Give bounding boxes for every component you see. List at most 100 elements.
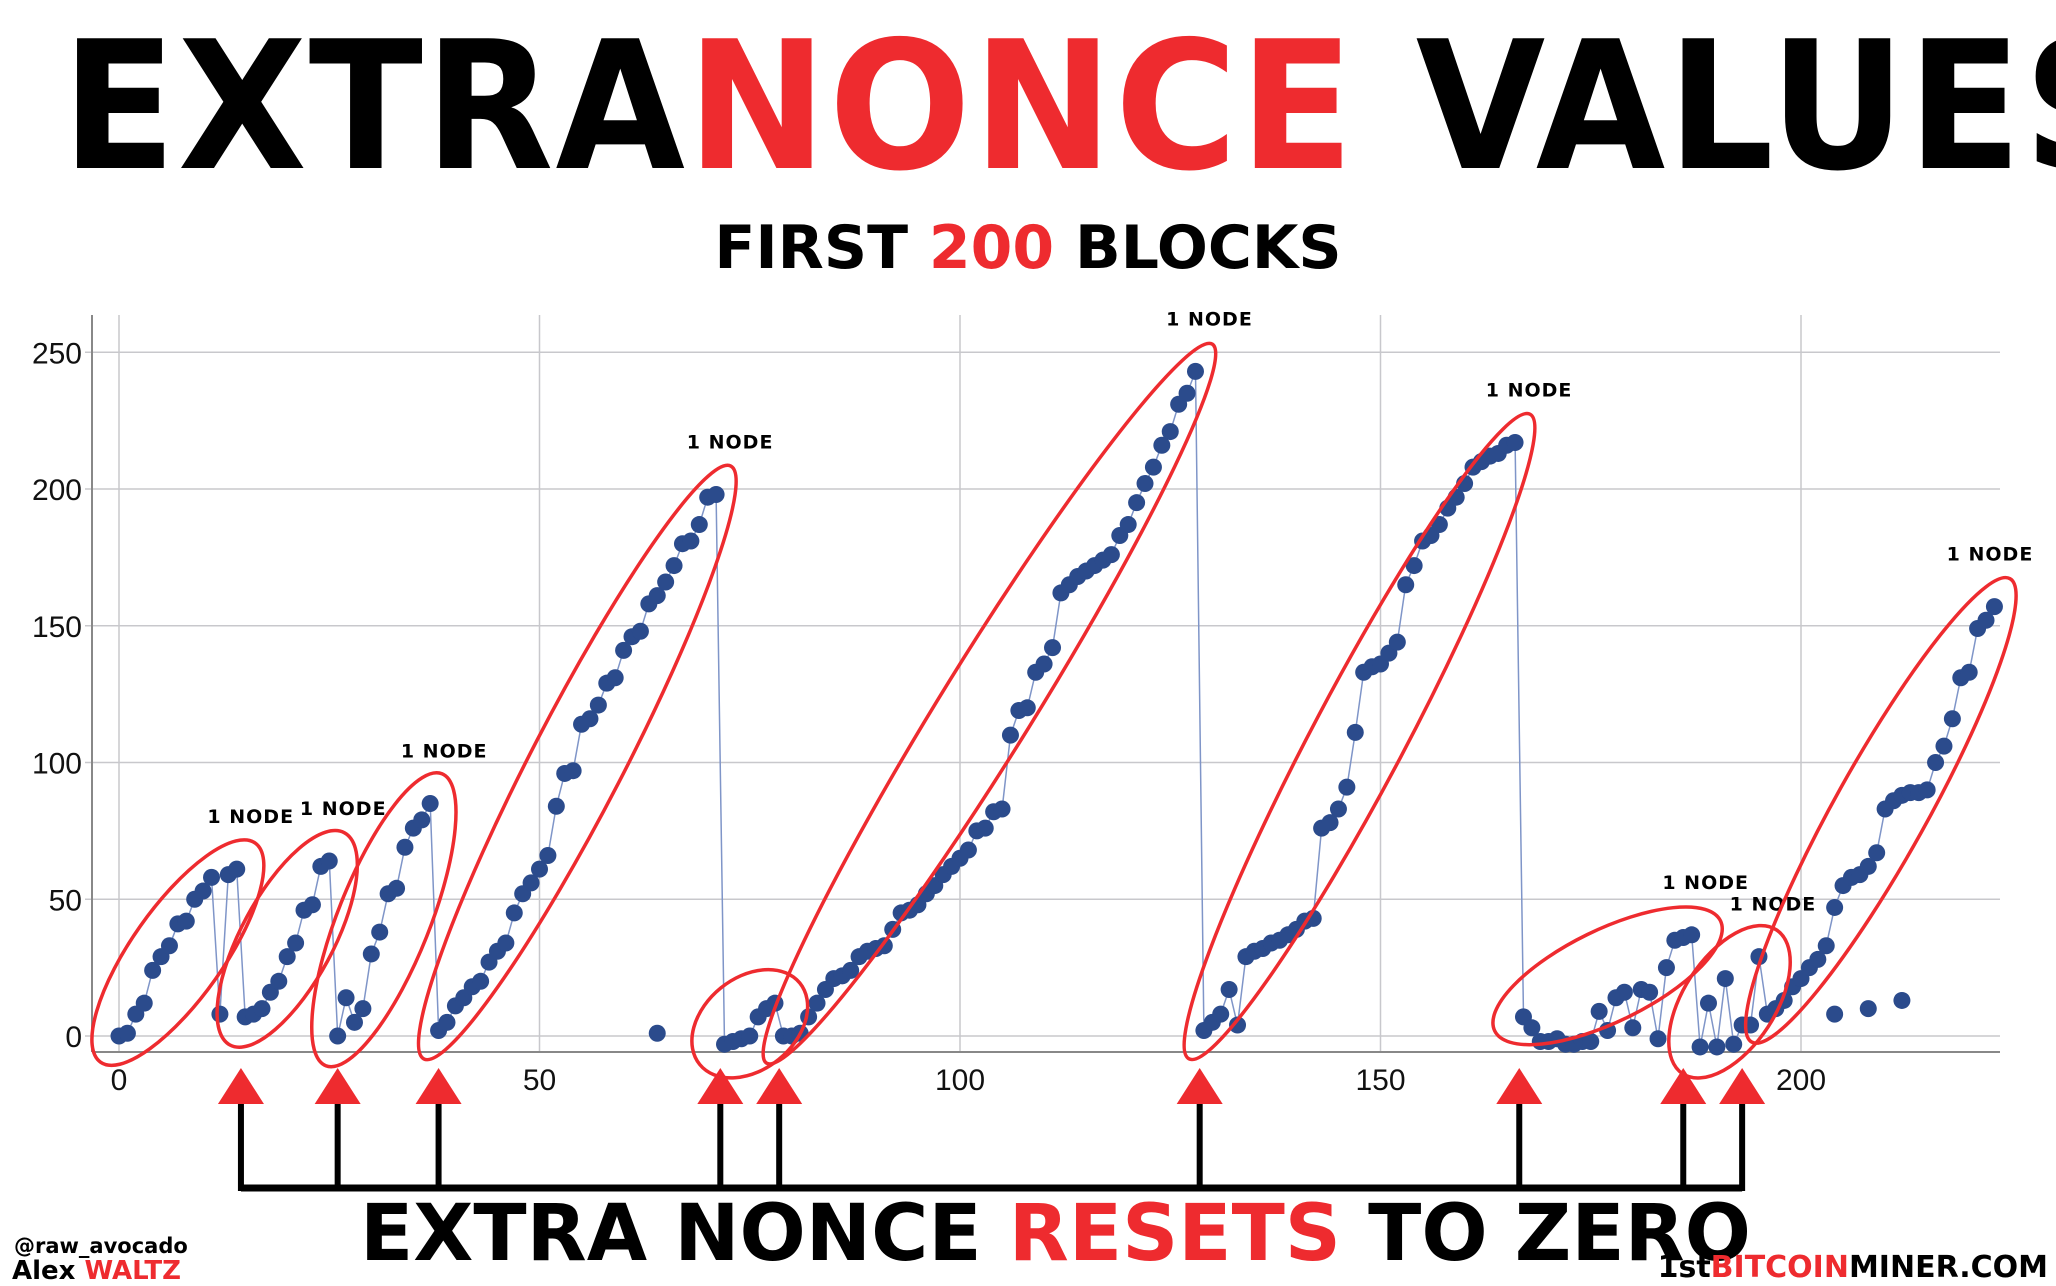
resets-caption: EXTRA NONCE RESETS TO ZERO <box>360 1195 1751 1273</box>
node-ellipse <box>310 771 458 1069</box>
data-point <box>1346 723 1364 741</box>
node-label: 1 NODE <box>1662 872 1749 894</box>
node-label: 1 NODE <box>207 806 294 828</box>
data-point <box>589 696 607 714</box>
data-point <box>1329 800 1347 818</box>
resets-caption-part2: RESETS <box>1008 1189 1341 1279</box>
author-last: WALTZ <box>84 1256 181 1286</box>
series-points <box>110 362 2003 1056</box>
data-point <box>270 972 288 990</box>
data-point <box>1699 994 1717 1012</box>
data-point <box>177 912 195 930</box>
x-tick-label: 200 <box>1776 1064 1826 1097</box>
data-point <box>1708 1038 1726 1056</box>
data-point <box>976 819 994 837</box>
data-point <box>665 557 683 575</box>
data-point <box>1044 639 1062 657</box>
data-point <box>1624 1019 1642 1037</box>
resets-caption-part3: TO ZERO <box>1340 1189 1751 1279</box>
subtitle-blocks: BLOCKS <box>1054 213 1342 283</box>
outlier-point <box>648 1024 666 1042</box>
data-point <box>1641 983 1659 1001</box>
node-label: 1 NODE <box>401 741 488 763</box>
data-point <box>1943 710 1961 728</box>
data-point <box>648 587 666 605</box>
title-extra: EXTRA <box>61 3 687 210</box>
data-point <box>371 923 389 941</box>
node-ellipse <box>1743 575 2018 1045</box>
data-point <box>362 945 380 963</box>
data-point <box>1918 781 1936 799</box>
title-nonce: NONCE <box>686 3 1356 210</box>
data-point <box>1868 844 1886 862</box>
node-label: 1 NODE <box>1730 894 1817 916</box>
data-point <box>1405 557 1423 575</box>
site-part3: MINER.COM <box>1848 1250 2048 1285</box>
data-point <box>1321 814 1339 832</box>
data-point <box>1582 1032 1600 1050</box>
data-point <box>581 710 599 728</box>
subtitle-first: FIRST <box>714 213 929 283</box>
reset-arrow <box>1719 1068 1766 1104</box>
data-point <box>320 852 338 870</box>
social-handle: @raw_avocado <box>14 1234 188 1258</box>
title-values: VALUES <box>1415 3 2056 210</box>
data-point <box>505 904 523 922</box>
data-point <box>993 800 1011 818</box>
data-point <box>631 622 649 640</box>
data-point <box>144 961 162 979</box>
data-point <box>1691 1038 1709 1056</box>
data-point <box>741 1027 759 1045</box>
data-point <box>1985 598 2003 616</box>
data-point <box>1119 516 1137 534</box>
reset-arrow <box>314 1068 361 1104</box>
data-point <box>1523 1019 1541 1037</box>
data-point <box>1716 970 1734 988</box>
chart-ticks: 0 50 100 150 200 250 0 50 100 150 200 <box>32 337 1826 1097</box>
data-point <box>707 485 725 503</box>
data-point <box>194 882 212 900</box>
data-point <box>160 937 178 955</box>
data-point <box>531 860 548 878</box>
data-point <box>388 879 406 897</box>
data-point <box>690 516 708 534</box>
data-point <box>287 934 305 952</box>
data-point <box>135 994 153 1012</box>
data-point <box>1683 926 1701 944</box>
data-point <box>303 896 321 914</box>
data-point <box>1001 726 1019 744</box>
node-label: 1 NODE <box>1166 308 1253 330</box>
data-point <box>1144 458 1162 476</box>
x-tick-label: 150 <box>1355 1064 1405 1097</box>
chart-title: EXTRANONCE VALUES <box>62 18 2056 196</box>
data-point <box>329 1027 347 1045</box>
x-tick-label: 0 <box>111 1064 128 1097</box>
node-ellipse <box>90 838 266 1068</box>
data-point <box>1161 423 1179 441</box>
node-label: 1 NODE <box>687 431 774 453</box>
data-point <box>1136 475 1154 493</box>
data-point <box>1657 959 1675 977</box>
author-first: Alex <box>12 1256 85 1286</box>
node-label: 1 NODE <box>1486 380 1573 402</box>
data-point <box>1506 434 1524 452</box>
data-point <box>1430 516 1448 534</box>
data-point <box>1960 663 1978 681</box>
data-point <box>1338 778 1356 796</box>
node-ellipse <box>1491 905 1724 1047</box>
data-point <box>203 868 221 886</box>
series-line <box>118 371 1996 1048</box>
data-point <box>497 934 515 952</box>
node-ellipse <box>761 341 1218 1066</box>
data-point <box>1018 699 1036 717</box>
data-point <box>278 948 296 966</box>
data-point <box>1817 937 1835 955</box>
node-ellipse <box>215 828 360 1049</box>
data-point <box>1649 1030 1667 1048</box>
data-point <box>1590 1002 1608 1020</box>
data-point <box>1035 655 1053 673</box>
data-point <box>438 1013 456 1031</box>
data-point <box>396 838 414 856</box>
node-ellipse <box>690 967 810 1080</box>
